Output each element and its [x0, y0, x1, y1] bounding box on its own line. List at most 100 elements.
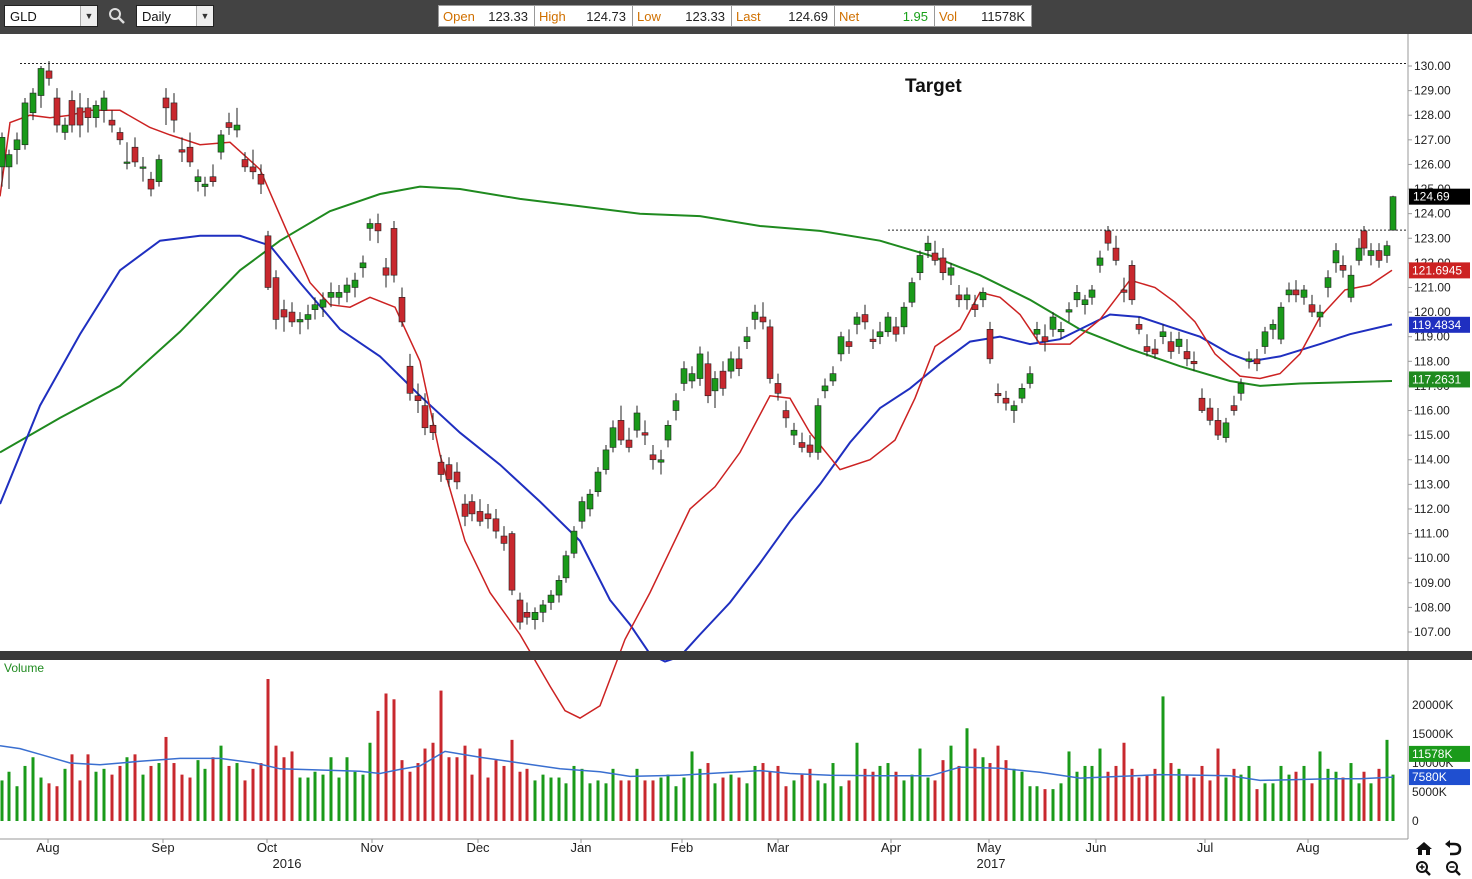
ma-value-tag: [1409, 262, 1470, 279]
volume-bar: [1145, 774, 1149, 821]
candle-up: [1324, 270, 1332, 298]
price-tick-label: 129.00: [1414, 84, 1451, 98]
candle-up: [1367, 243, 1375, 266]
volume-bar: [651, 780, 655, 821]
last-volume-tag: [1409, 745, 1470, 762]
candle-up: [1383, 240, 1391, 263]
candle-down: [759, 302, 767, 330]
volume-bar: [1224, 777, 1228, 821]
volume-bar: [580, 768, 584, 821]
candle-down: [484, 504, 492, 529]
ma-mid-line: [0, 234, 1393, 663]
volume-ma-tag: [1409, 769, 1470, 786]
candle-down: [798, 432, 806, 453]
candle-down: [398, 287, 406, 327]
candle-up: [21, 97, 29, 150]
candle-up: [876, 321, 884, 345]
candle-up: [29, 88, 37, 121]
volume-bar: [1012, 768, 1016, 821]
volume-bar: [706, 763, 710, 821]
undo-icon[interactable]: [1445, 840, 1462, 856]
volume-tick-label: 15000K: [1412, 727, 1453, 741]
quote-vol: Vol 11578K: [934, 5, 1032, 27]
candle-up: [123, 142, 131, 170]
ma-value-label: 117.2631: [1412, 372, 1461, 386]
home-icon[interactable]: [1416, 842, 1432, 855]
candle-up: [688, 366, 696, 389]
volume-bar: [564, 783, 568, 821]
ma-long-line: [0, 185, 1393, 454]
candle-up: [672, 393, 680, 421]
volume-bar: [313, 771, 317, 821]
period-select[interactable]: Daily ▼: [136, 5, 214, 27]
volume-bar: [141, 774, 145, 821]
volume-bar: [776, 765, 780, 821]
candle-down: [625, 427, 633, 453]
candle-up: [1096, 250, 1104, 273]
volume-bar: [1255, 789, 1259, 821]
volume-bar: [510, 739, 514, 821]
volume-bar: [557, 777, 561, 821]
price-labels: 124.69 121.6945 119.4834 117.2631: [1409, 188, 1470, 388]
candle-up: [1332, 243, 1340, 273]
price-tick-label: 127.00: [1414, 133, 1451, 147]
volume-bar: [1161, 696, 1165, 821]
candle-down: [461, 494, 469, 527]
candle-up: [1065, 302, 1073, 322]
last-price-label: 124.69: [1413, 190, 1450, 204]
volume-bar: [337, 777, 341, 821]
volume-bar: [1334, 771, 1338, 821]
volume-bar: [1169, 763, 1173, 821]
candle-down: [1002, 390, 1010, 411]
search-icon[interactable]: [108, 7, 126, 25]
zoom-out-icon[interactable]: [1446, 861, 1461, 876]
volume-bar: [1200, 765, 1204, 821]
volume-bar: [478, 748, 482, 821]
volume-bar: [455, 757, 459, 821]
candle-up: [1081, 294, 1089, 315]
candle-down: [257, 164, 265, 194]
candle-down: [892, 317, 900, 342]
volume-bar: [988, 763, 992, 821]
volume-bar: [63, 768, 67, 821]
volume-bar: [635, 768, 639, 821]
candle-up: [633, 405, 641, 438]
volume-bar: [894, 771, 898, 821]
volume-bar: [1137, 777, 1141, 821]
volume-bar: [768, 771, 772, 821]
month-label: Apr: [881, 840, 902, 855]
volume-bar: [219, 745, 223, 821]
symbol-dropdown-icon[interactable]: ▼: [80, 6, 97, 26]
candle-up: [790, 422, 798, 445]
candle-up: [1269, 319, 1277, 340]
zoom-in-icon[interactable]: [1416, 861, 1431, 876]
candle-up: [1237, 378, 1245, 401]
volume-bar: [408, 771, 412, 821]
period-dropdown-icon[interactable]: ▼: [196, 6, 213, 26]
candle-up: [916, 250, 924, 281]
volume-bar: [878, 765, 882, 821]
volume-bar: [1385, 739, 1389, 821]
candle-up: [327, 282, 335, 308]
month-label: Aug: [1296, 840, 1319, 855]
symbol-input[interactable]: GLD ▼: [4, 5, 98, 27]
candle-down: [939, 248, 947, 281]
candle-up: [1389, 195, 1397, 231]
candle-down: [429, 412, 437, 441]
volume-bar: [745, 783, 749, 821]
volume-bar: [611, 768, 615, 821]
volume-bar: [1106, 771, 1110, 821]
volume-bar: [1067, 751, 1071, 821]
volume-bar: [1310, 783, 1314, 821]
panel-divider[interactable]: [0, 651, 1472, 660]
candle-down: [45, 61, 53, 86]
volume-bar: [1369, 783, 1373, 821]
candle-up: [837, 331, 845, 362]
volume-bar: [227, 765, 231, 821]
chart[interactable]: 130.00129.00128.00127.00126.00125.00124.…: [0, 34, 1472, 879]
volume-bar: [7, 771, 11, 821]
volume-bar: [957, 765, 961, 821]
volume-bar: [1098, 748, 1102, 821]
volume-bar: [172, 763, 176, 821]
period-text: Daily: [142, 9, 171, 24]
